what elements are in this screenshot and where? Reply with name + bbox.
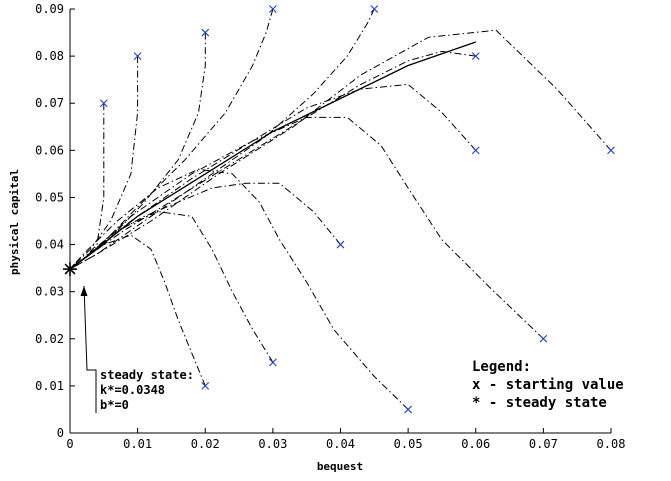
trajectory-line-14 — [69, 41, 477, 270]
annotation-line-3: b*=0 — [100, 398, 129, 412]
start-marker-stroke — [471, 52, 480, 61]
x-tick-label: 0.01 — [123, 437, 152, 451]
start-marker-stroke — [99, 99, 108, 108]
annotation-arrow-line — [83, 285, 97, 413]
start-marker-stroke — [370, 5, 379, 13]
annotation-line-2: k*=0.0348 — [100, 383, 165, 397]
y-tick-label: 0.09 — [35, 2, 64, 16]
start-marker-13 — [201, 381, 210, 390]
start-marker-12 — [404, 405, 413, 414]
trajectory-line-9 — [69, 182, 341, 270]
y-tick-label: 0.04 — [35, 238, 64, 252]
series-layer — [69, 8, 612, 410]
start-marker-stroke — [201, 28, 210, 37]
x-axis-title: bequest — [317, 460, 363, 473]
x-tick-label: 0.05 — [394, 437, 423, 451]
start-marker-stroke — [201, 381, 210, 390]
start-marker-stroke — [539, 334, 548, 343]
trajectory-line-2 — [69, 56, 139, 270]
start-marker-3 — [201, 28, 210, 37]
x-tick-label: 0 — [66, 437, 73, 451]
trajectory-line-7 — [69, 83, 477, 270]
y-tick-label: 0.08 — [35, 49, 64, 63]
start-marker-11 — [268, 358, 277, 367]
trajectory-line-4 — [69, 8, 274, 270]
steady-state-marker — [63, 262, 77, 277]
trajectory-line-11 — [69, 211, 274, 363]
start-marker-stroke — [607, 146, 615, 155]
marker-layer — [63, 5, 615, 414]
y-tick-label: 0.07 — [35, 96, 64, 110]
start-marker-10 — [539, 334, 548, 343]
legend-entry-steady: * - steady state — [472, 395, 607, 411]
steady-state-annotation: steady state: k*=0.0348 b*=0 — [80, 285, 194, 413]
steady-state-marker-stroke — [64, 263, 76, 275]
x-tick-label: 0.06 — [461, 437, 490, 451]
start-marker-stroke — [336, 240, 345, 249]
trajectory-line-12 — [69, 168, 409, 410]
start-marker-9 — [336, 240, 345, 249]
start-marker-5 — [370, 5, 379, 13]
axes: 0 0.01 0.02 0.03 0.04 0.05 0.06 0.07 0.08 0 0.01 0.… — [35, 2, 625, 451]
x-tick-label: 0.02 — [191, 437, 220, 451]
x-tick-label: 0.04 — [326, 437, 355, 451]
start-marker-7 — [471, 146, 480, 155]
legend-entry-start: x - starting value — [472, 377, 624, 393]
start-marker-stroke — [268, 5, 277, 13]
start-marker-4 — [268, 5, 277, 13]
annotation-arrowhead — [80, 286, 88, 296]
y-tick-label: 0.03 — [35, 285, 64, 299]
trajectory-line-6 — [69, 50, 476, 270]
x-tick-label: 0.08 — [597, 437, 626, 451]
x-tick-label: 0.03 — [258, 437, 287, 451]
start-marker-1 — [99, 99, 108, 108]
y-tick-label: 0.02 — [35, 332, 64, 346]
annotation-line-1: steady state: — [100, 368, 194, 382]
start-marker-stroke — [268, 358, 277, 367]
trajectory-line-10 — [69, 116, 544, 340]
start-marker-stroke — [471, 146, 480, 155]
y-tick-label: 0 — [57, 426, 64, 440]
legend: Legend: x - starting value * - steady st… — [472, 359, 624, 411]
x-tick-label: 0.07 — [529, 437, 558, 451]
start-marker-stroke — [133, 52, 142, 61]
start-marker-stroke — [404, 405, 413, 414]
trajectory-line-8 — [69, 29, 612, 270]
trajectory-line-3 — [69, 32, 206, 270]
y-tick-label: 0.01 — [35, 379, 64, 393]
y-axis-title: physical capital — [8, 169, 21, 275]
legend-title: Legend: — [472, 359, 531, 375]
trajectory-line-1 — [69, 103, 105, 270]
y-tick-label: 0.06 — [35, 143, 64, 157]
start-marker-6 — [471, 52, 480, 61]
y-tick-label: 0.05 — [35, 190, 64, 204]
start-marker-2 — [133, 52, 142, 61]
start-marker-8 — [607, 146, 615, 155]
